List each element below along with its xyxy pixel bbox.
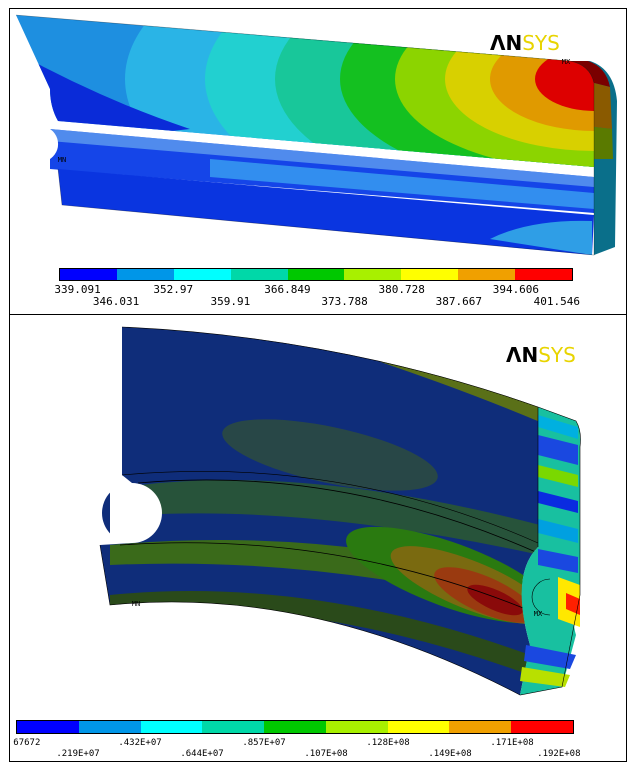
legend-swatch <box>401 269 459 280</box>
legend-label: 346.031 <box>92 295 140 308</box>
legend-swatch <box>116 269 174 280</box>
legend-label: .171E+08 <box>490 738 534 748</box>
legend-swatch <box>458 269 516 280</box>
legend-swatch <box>60 269 117 280</box>
color-legend-bar <box>59 268 573 281</box>
legend-swatch <box>511 721 574 733</box>
legend-swatch <box>140 721 203 733</box>
legend-swatch <box>78 721 141 733</box>
legend-label: .857E+07 <box>242 738 286 748</box>
legend-label: 67672 <box>13 738 41 748</box>
legend-label: 339.091 <box>54 283 101 296</box>
min-marker: MN <box>57 156 67 164</box>
legend-label: .107E+08 <box>304 749 348 759</box>
legend-swatch <box>202 721 265 733</box>
temperature-contour-plot <box>15 14 617 256</box>
ansys-logo: ΛNSYS <box>490 31 560 55</box>
legend-label: 387.667 <box>435 295 482 308</box>
legend-label: .192E+08 <box>537 749 581 759</box>
legend-label: .432E+07 <box>118 738 162 748</box>
legend-swatch <box>515 269 573 280</box>
legend-swatch <box>17 721 79 733</box>
legend-swatch <box>173 269 231 280</box>
legend-swatch <box>325 721 388 733</box>
legend-swatch <box>449 721 512 733</box>
legend-label: 352.97 <box>153 283 194 296</box>
legend-label: .219E+07 <box>56 749 100 759</box>
ansys-logo: ΛNSYS <box>506 343 576 367</box>
temperature-contour-panel: MX MN ΛNSYS 339.091 352.97 366.849 380.728 3… <box>9 8 627 315</box>
legend-label: .644E+07 <box>180 749 224 759</box>
min-marker: MN <box>131 600 141 608</box>
color-legend-bar <box>16 720 574 734</box>
legend-swatch <box>264 721 326 733</box>
legend-swatch <box>387 721 450 733</box>
legend-swatch <box>287 269 345 280</box>
legend-label: 401.546 <box>533 295 580 308</box>
legend-swatch <box>230 269 288 280</box>
legend-label: 394.606 <box>492 283 540 296</box>
legend-swatch <box>344 269 402 280</box>
legend-label: 373.788 <box>321 295 368 308</box>
legend-label: 380.728 <box>378 283 425 296</box>
legend-label: 359.91 <box>210 295 251 308</box>
max-marker: MX <box>533 610 543 618</box>
max-marker: MX <box>561 58 571 66</box>
legend-label: .149E+08 <box>428 749 472 759</box>
stress-contour-panel: MN MX ΛNSYS 67672 .432E+07 .857E+07 .128E+0… <box>9 314 627 762</box>
legend-label: 366.849 <box>264 283 311 296</box>
legend-label: .128E+08 <box>366 738 410 748</box>
stress-contour-plot <box>99 326 581 696</box>
